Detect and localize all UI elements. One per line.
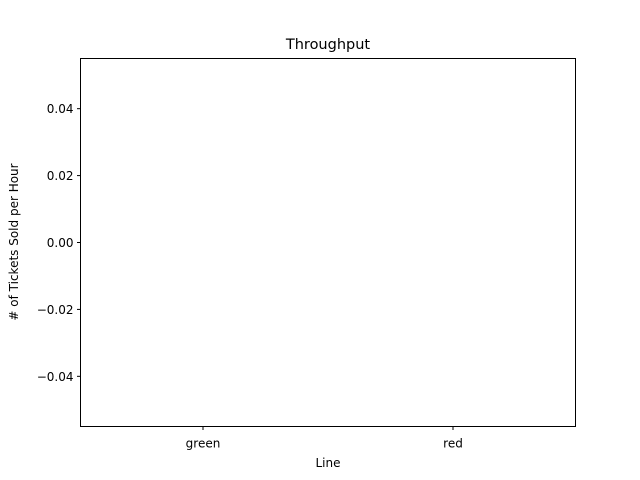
plot-frame [80, 58, 576, 427]
y-axis: −0.04 −0.02 0.00 0.02 0.04 [37, 102, 81, 384]
x-axis-label: Line [315, 456, 340, 470]
y-tick-label: −0.04 [37, 370, 74, 384]
x-axis: green red [186, 426, 463, 451]
x-tick-label: green [186, 437, 221, 451]
y-tick-label: 0.02 [47, 169, 74, 183]
y-tick-label: 0.00 [47, 236, 74, 250]
y-tick-label: 0.04 [47, 102, 74, 116]
chart-title: Throughput [285, 37, 371, 53]
y-axis-label: # of Tickets Sold per Hour [7, 163, 21, 320]
x-tick-label: red [443, 437, 463, 451]
y-tick-label: −0.02 [37, 303, 74, 317]
